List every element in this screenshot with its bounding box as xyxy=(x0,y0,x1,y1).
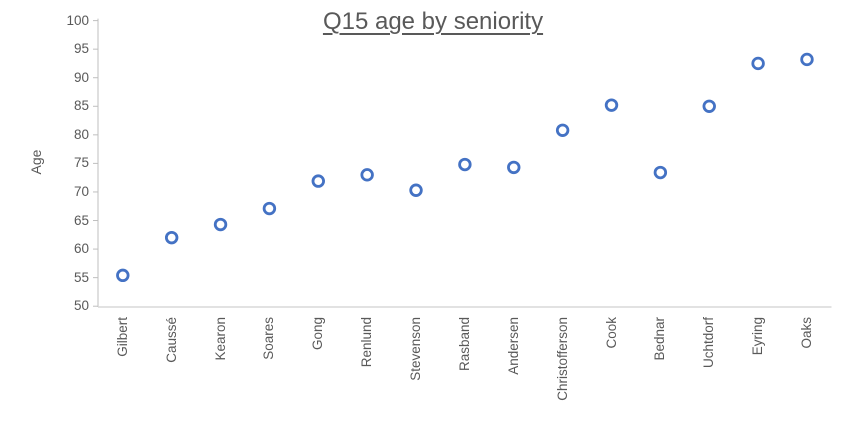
x-axis-category-label: Oaks xyxy=(798,317,814,349)
x-axis-category-label: Stevenson xyxy=(408,317,424,381)
x-axis-category-label: Soares xyxy=(261,317,277,360)
data-point-marker xyxy=(164,230,179,245)
data-point-marker xyxy=(116,268,130,283)
data-point-marker xyxy=(800,52,814,67)
data-point-marker xyxy=(409,183,423,197)
x-axis-category-label: Uchtdorf xyxy=(701,317,717,369)
x-axis-category-label: Bednar xyxy=(652,317,668,361)
data-point-marker xyxy=(555,123,570,137)
data-point-marker xyxy=(311,174,325,188)
x-axis-category-label: Cook xyxy=(603,317,619,349)
y-axis-tick-label: 70 xyxy=(73,183,89,199)
y-axis-tick-label: 50 xyxy=(73,298,89,314)
y-axis-tick-label: 60 xyxy=(73,241,89,257)
x-axis-category-label: Kearon xyxy=(212,317,228,361)
data-point-marker xyxy=(360,168,374,182)
x-axis-category-label: Gilbert xyxy=(114,317,130,357)
data-point-marker xyxy=(507,160,521,175)
x-axis-category-label: Renlund xyxy=(359,317,375,368)
x-axis-category-label: Eyring xyxy=(750,317,766,356)
y-axis-tick-label: 75 xyxy=(73,155,89,171)
x-axis-category-label: Caussé xyxy=(163,317,179,363)
x-axis-category-label: Christofferson xyxy=(554,317,570,401)
y-axis-tick-label: 55 xyxy=(73,269,89,285)
data-point-marker xyxy=(262,201,277,216)
data-point-marker xyxy=(604,98,619,112)
data-point-marker xyxy=(458,157,472,172)
data-point-marker xyxy=(653,165,668,180)
data-point-marker xyxy=(751,56,765,71)
y-axis-tick-label: 65 xyxy=(73,212,89,228)
chart-title: Q15 age by seniority xyxy=(322,8,544,35)
x-axis-category-label: Gong xyxy=(310,317,326,351)
data-point-marker xyxy=(213,217,228,232)
y-axis-tick-label: 80 xyxy=(73,126,89,142)
y-axis-tick-label: 85 xyxy=(73,98,89,114)
y-axis-tick-label: 100 xyxy=(66,12,89,28)
x-axis-category-label: Andersen xyxy=(505,317,521,375)
y-axis-tick-label: 90 xyxy=(73,69,89,85)
data-point-marker xyxy=(702,99,716,113)
y-axis-tick-label: 95 xyxy=(73,41,89,57)
x-axis-category-label: Rasband xyxy=(456,317,472,372)
